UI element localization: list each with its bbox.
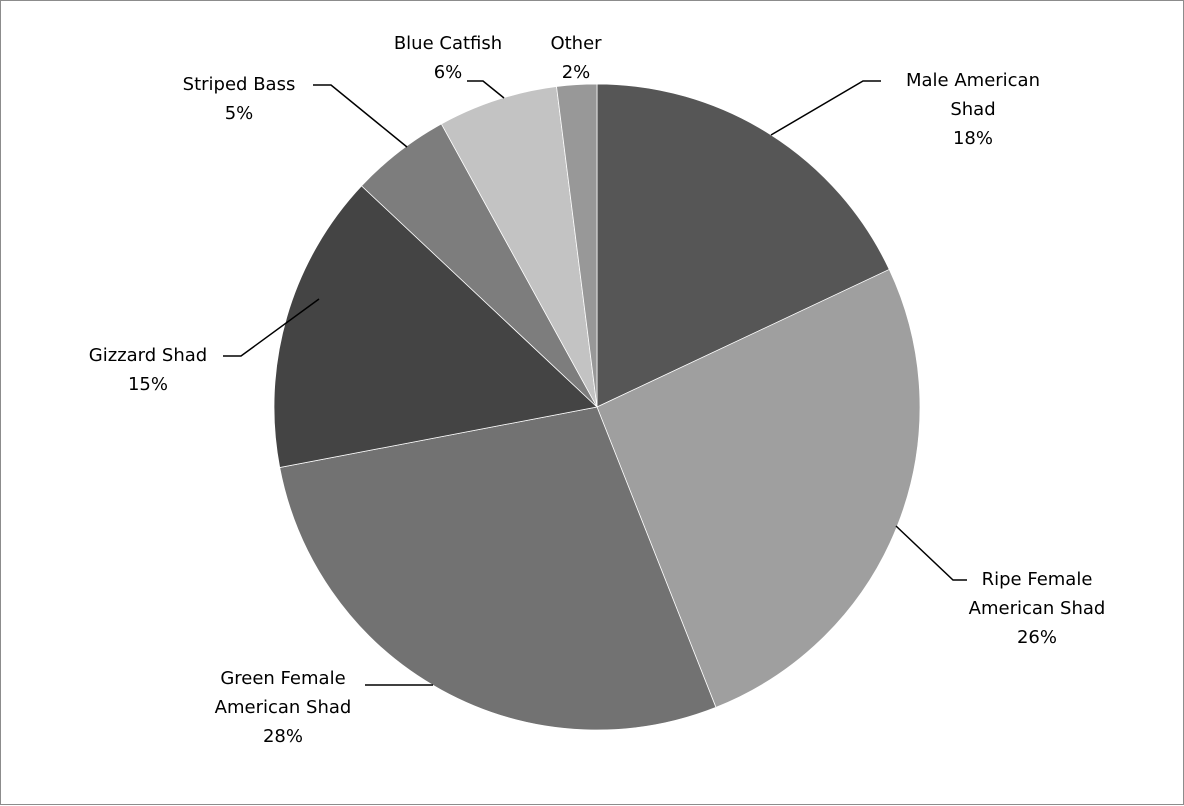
leader-line-male-american-shad <box>770 80 881 136</box>
category-label-blue-catfish: Blue Catfish <box>394 33 502 54</box>
category-label-ripe-female-american-shad: Ripe Female <box>982 569 1093 590</box>
category-label-male-american-shad: Male American <box>906 70 1040 91</box>
pie-slice-ripe-female-american-shad <box>596 268 921 708</box>
data-label-male-american-shad: Male American Shad 18% <box>906 70 1040 149</box>
category-label-gizzard-shad: Gizzard Shad <box>89 345 207 366</box>
data-label-blue-catfish: Blue Catfish 6% <box>394 33 502 83</box>
leader-line-striped-bass <box>313 84 408 148</box>
value-label-striped-bass: 5% <box>225 103 254 124</box>
pie-slice-male-american-shad <box>596 83 890 408</box>
data-label-ripe-female-american-shad: Ripe Female American Shad 26% <box>969 569 1106 648</box>
pie-slice-blue-catfish <box>440 86 598 408</box>
labels-layer: Male American Shad 18% Ripe Female American … <box>89 33 1106 747</box>
data-label-green-female-american-shad: Green Female American Shad 28% <box>215 668 352 747</box>
data-label-gizzard-shad: Gizzard Shad 15% <box>89 345 207 395</box>
category-label-green-female-american-shad: Green Female <box>220 668 345 689</box>
value-label-other: 2% <box>562 62 591 83</box>
category-label-male-american-shad: Shad <box>950 99 995 120</box>
slices-layer <box>273 83 921 731</box>
category-label-green-female-american-shad: American Shad <box>215 697 352 718</box>
leader-lines-layer <box>223 80 967 686</box>
category-label-ripe-female-american-shad: American Shad <box>969 598 1106 619</box>
pie-slice-green-female-american-shad <box>279 406 717 731</box>
value-label-green-female-american-shad: 28% <box>263 726 303 747</box>
category-label-other: Other <box>550 33 602 54</box>
value-label-blue-catfish: 6% <box>434 62 463 83</box>
value-label-gizzard-shad: 15% <box>128 374 168 395</box>
category-label-striped-bass: Striped Bass <box>183 74 296 95</box>
leader-line-gizzard-shad <box>223 298 320 357</box>
data-label-striped-bass: Striped Bass 5% <box>183 74 296 124</box>
leader-line-blue-catfish <box>467 80 505 99</box>
pie-slice-gizzard-shad <box>273 185 598 468</box>
pie-slice-other <box>556 83 598 408</box>
value-label-ripe-female-american-shad: 26% <box>1017 627 1057 648</box>
value-label-male-american-shad: 18% <box>953 128 993 149</box>
data-label-other: Other 2% <box>550 33 602 83</box>
leader-line-ripe-female-american-shad <box>895 525 967 581</box>
